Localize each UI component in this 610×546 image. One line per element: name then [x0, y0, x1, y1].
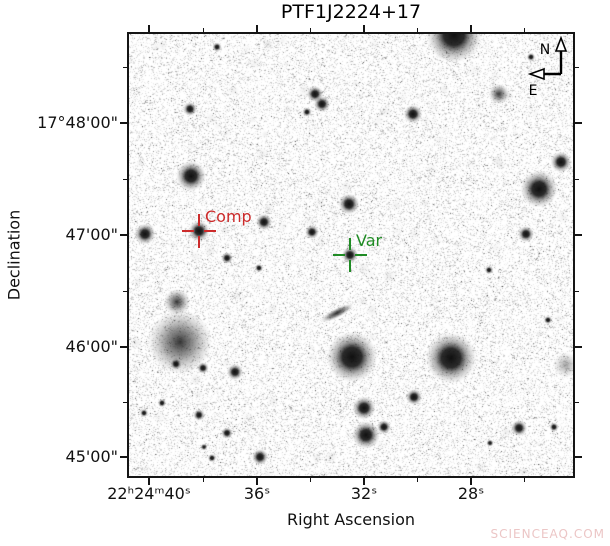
axis-tick	[575, 178, 579, 180]
axis-tick	[120, 122, 127, 124]
axis-tick	[470, 478, 472, 485]
axis-tick	[148, 25, 150, 32]
axis-tick	[123, 178, 127, 180]
axis-tick	[123, 290, 127, 292]
axis-tick	[363, 25, 365, 32]
axis-tick	[575, 234, 582, 236]
axis-tick	[523, 28, 525, 32]
var-marker-tick-right	[355, 254, 367, 256]
x-tick-label: 22ʰ24ᵐ40ˢ	[107, 484, 191, 503]
x-tick-label: 36ˢ	[243, 484, 271, 503]
x-tick-label: 28ˢ	[457, 484, 485, 503]
var-marker-tick-top	[349, 238, 351, 250]
comp-marker-tick-right	[204, 230, 216, 232]
axis-tick	[575, 122, 582, 124]
axis-tick	[202, 478, 204, 482]
x-axis-label: Right Ascension	[287, 510, 415, 529]
axis-tick	[416, 28, 418, 32]
axis-tick	[123, 401, 127, 403]
axis-tick	[309, 478, 311, 482]
axis-tick	[575, 346, 582, 348]
var-marker-tick-bottom	[349, 260, 351, 272]
compass-north-label: N	[540, 42, 550, 58]
comp-marker-tick-top	[198, 214, 200, 226]
plot-frame: Comp Var N E	[127, 32, 575, 478]
axis-tick	[256, 25, 258, 32]
compass-north-arrowhead-icon	[554, 35, 568, 52]
compass-east-label: E	[529, 83, 538, 98]
axis-tick	[148, 478, 150, 485]
y-tick-label: 47'00"	[65, 225, 118, 244]
axis-tick	[202, 28, 204, 32]
axis-tick	[416, 478, 418, 482]
axis-tick	[120, 346, 127, 348]
comp-marker-tick-left	[182, 230, 194, 232]
axis-tick	[256, 478, 258, 485]
axis-tick	[575, 401, 579, 403]
comp-marker-tick-bottom	[198, 236, 200, 248]
y-tick-label: 46'00"	[65, 337, 118, 356]
axis-tick	[120, 234, 127, 236]
var-marker-tick-left	[333, 254, 345, 256]
axis-tick	[523, 478, 525, 482]
axis-tick	[470, 25, 472, 32]
axis-tick	[575, 66, 579, 68]
x-tick-label: 32ˢ	[350, 484, 378, 503]
y-tick-label: 45'00"	[65, 447, 118, 466]
axis-tick	[120, 456, 127, 458]
comp-marker-label: Comp	[205, 207, 252, 226]
axis-tick	[309, 28, 311, 32]
y-tick-label: 17°48'00"	[37, 113, 118, 132]
starfield-image	[129, 34, 573, 476]
figure-title: PTF1J2224+17	[280, 1, 422, 23]
axis-tick	[123, 66, 127, 68]
compass-east-arrowhead-icon	[527, 67, 545, 81]
var-marker-label: Var	[356, 231, 383, 250]
compass-rose: N E	[527, 35, 568, 98]
axis-tick	[363, 478, 365, 485]
watermark: SCIENCEAQ.COM	[490, 527, 605, 541]
y-axis-label: Declination	[4, 209, 24, 301]
axis-tick	[575, 456, 582, 458]
axis-tick	[575, 290, 579, 292]
